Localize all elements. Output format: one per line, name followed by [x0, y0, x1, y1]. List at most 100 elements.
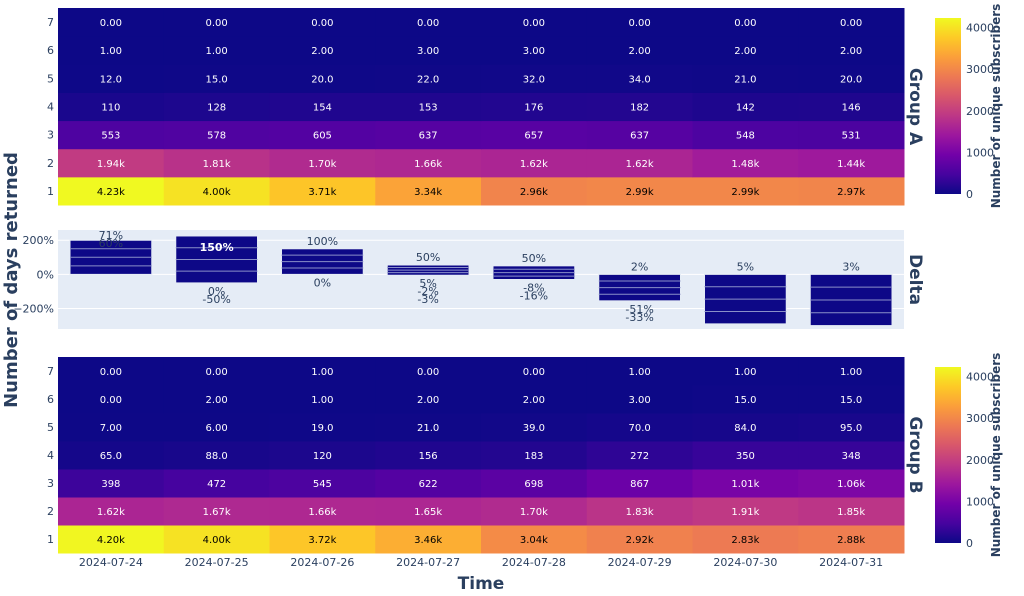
x-tick-label: 2024-07-25: [185, 556, 249, 569]
y-tick-label: 7: [47, 365, 54, 378]
colorbar-tick: 2000: [966, 454, 994, 467]
y-tick-label: 3: [47, 477, 54, 490]
heatmap-cell: [692, 469, 799, 498]
y-tick-label: 5: [47, 421, 54, 434]
cell-label: 548: [736, 131, 755, 142]
cell-label: 3.04k: [520, 535, 548, 546]
colorbar-tick: 3000: [966, 412, 994, 425]
x-tick-label: 2024-07-27: [396, 556, 460, 569]
heatmap-cell: [798, 357, 905, 386]
y-tick-label: 2: [47, 157, 54, 170]
cell-label: 553: [101, 131, 120, 142]
cell-label: 15.0: [734, 395, 756, 406]
cell-label: 637: [630, 131, 649, 142]
heatmap-cell: [586, 64, 693, 93]
heatmap-cell: [163, 36, 270, 65]
cell-label: 2.92k: [626, 535, 654, 546]
heatmap-cell: [375, 36, 482, 65]
heatmap-cell: [481, 525, 588, 554]
heatmap-cell: [798, 148, 905, 178]
cell-label: 65.0: [100, 451, 122, 462]
cell-label: 1.00: [311, 367, 333, 378]
delta-bar-label: -3%: [417, 293, 438, 306]
cell-label: 2.99k: [731, 187, 759, 198]
heatmap-cell: [692, 176, 799, 206]
cell-label: 176: [524, 103, 543, 114]
cell-label: 34.0: [628, 74, 650, 85]
heatmap-cell: [798, 497, 905, 526]
heatmap-cell: [269, 525, 376, 554]
cell-label: 1.00: [840, 367, 862, 378]
y-tick-label: 4: [47, 101, 54, 114]
cell-label: 20.0: [840, 74, 862, 85]
heatmap-cell: [586, 357, 693, 386]
delta-bar-label: 3%: [842, 260, 859, 273]
heatmap-cell: [692, 385, 799, 414]
heatmap-cell: [798, 525, 905, 554]
heatmap-cell: [163, 357, 270, 386]
heatmap-cell: [586, 469, 693, 498]
heatmap-cell: [269, 64, 376, 93]
cell-label: 637: [419, 131, 438, 142]
heatmap-cell: [375, 92, 482, 122]
delta-bar-label: 71%: [99, 229, 123, 242]
heatmap-cell: [163, 120, 270, 150]
cell-label: 0.00: [523, 367, 545, 378]
heatmap-cell: [58, 441, 165, 470]
x-tick-label: 2024-07-31: [819, 556, 883, 569]
cell-label: 0.00: [100, 18, 122, 29]
colorbar-title: Number of unique subscribers: [989, 4, 1003, 209]
cell-label: 698: [524, 479, 543, 490]
cell-label: 2.00: [205, 395, 227, 406]
heatmap-cell: [163, 413, 270, 442]
heatmap-cell: [586, 497, 693, 526]
heatmap-cell: [798, 8, 905, 37]
heatmap-cell: [586, 36, 693, 65]
cell-label: 3.00: [417, 46, 439, 57]
y-tick-label: 1: [47, 185, 54, 198]
heatmap-cell: [798, 36, 905, 65]
cell-label: 2.99k: [626, 187, 654, 198]
heatmap-cell: [269, 357, 376, 386]
cell-label: 350: [736, 451, 755, 462]
delta-bar-label: 100%: [307, 235, 338, 248]
heatmap-cell: [269, 176, 376, 206]
heatmap-cell: [481, 497, 588, 526]
heatmap-cell: [586, 148, 693, 178]
y-tick-label: 2: [47, 505, 54, 518]
heatmap-cell: [692, 413, 799, 442]
cell-label: 12.0: [100, 74, 122, 85]
heatmap-cell: [586, 8, 693, 37]
cell-label: 272: [630, 451, 649, 462]
heatmap-cell: [269, 92, 376, 122]
cell-label: 0.00: [628, 18, 650, 29]
heatmap-cell: [692, 36, 799, 65]
heatmap-cell: [798, 92, 905, 122]
cell-label: 39.0: [523, 423, 545, 434]
cell-label: 15.0: [840, 395, 862, 406]
heatmap-cell: [269, 413, 376, 442]
cell-label: 0.00: [100, 367, 122, 378]
cell-label: 0.00: [100, 395, 122, 406]
cell-label: 3.46k: [414, 535, 442, 546]
cell-label: 22.0: [417, 74, 439, 85]
heatmap-cell: [692, 525, 799, 554]
cell-label: 2.97k: [837, 187, 865, 198]
cell-label: 7.00: [100, 423, 122, 434]
heatmap-cell: [798, 413, 905, 442]
cell-label: 1.66k: [308, 507, 336, 518]
cell-label: 70.0: [628, 423, 650, 434]
y-axis-title: Number of days returned: [1, 152, 22, 408]
y-tick-label: 3: [47, 129, 54, 142]
cell-label: 3.00: [523, 46, 545, 57]
cell-label: 2.88k: [837, 535, 865, 546]
colorbar-tick: 0: [966, 537, 973, 550]
cell-label: 3.71k: [308, 187, 336, 198]
heatmap-cell: [692, 8, 799, 37]
panel-label: Group A: [905, 68, 925, 146]
heatmap-cell: [163, 525, 270, 554]
cell-label: 4.00k: [203, 535, 231, 546]
cell-label: 3.34k: [414, 187, 442, 198]
cell-label: 622: [419, 479, 438, 490]
colorbar-tick: 1000: [966, 495, 994, 508]
